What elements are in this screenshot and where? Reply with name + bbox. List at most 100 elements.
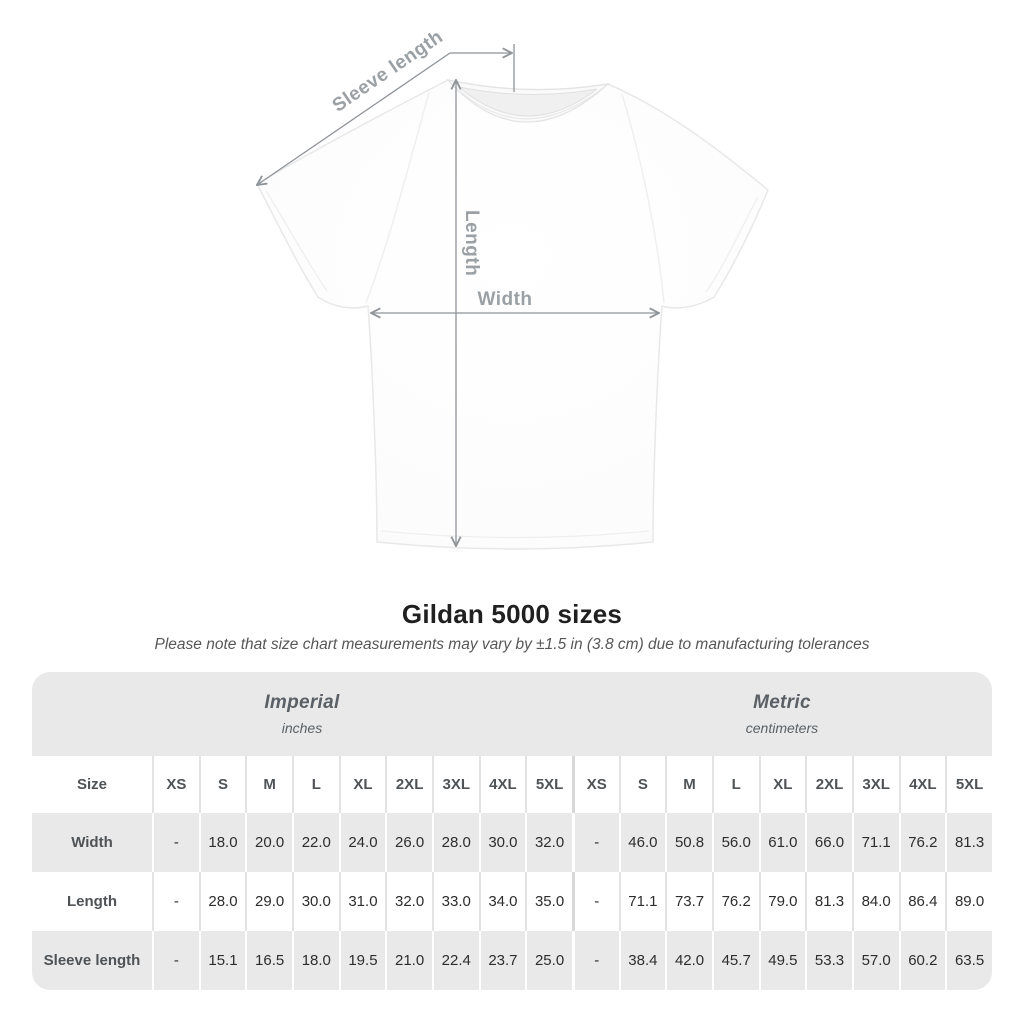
size-header-cell: XS xyxy=(152,756,199,813)
unit-group-label: Imperial xyxy=(264,692,340,713)
unit-group-unit: inches xyxy=(281,720,323,736)
page-title: Gildan 5000 sizes xyxy=(401,599,623,629)
table-cell: 22.0 xyxy=(291,813,339,872)
table-cell: - xyxy=(571,872,619,931)
size-header-cell: 3XL xyxy=(431,756,479,813)
table-cell: 63.5 xyxy=(945,931,992,990)
table-cell: - xyxy=(571,931,619,990)
table-cell: 16.5 xyxy=(245,931,292,990)
table-cell: 60.2 xyxy=(898,931,946,990)
table-cell: 32.0 xyxy=(525,813,572,872)
table-cell: 61.0 xyxy=(758,813,806,872)
table-cell: - xyxy=(152,872,199,931)
table-cell: 57.0 xyxy=(851,931,899,990)
table-cell: 53.3 xyxy=(805,931,852,990)
table-cell: 30.0 xyxy=(478,813,526,872)
table-cell: 42.0 xyxy=(665,931,712,990)
table-cell: 23.7 xyxy=(478,931,526,990)
size-header-cell: 5XL xyxy=(525,756,572,813)
table-cell: 76.2 xyxy=(898,813,946,872)
unit-group-imperial: Imperial inches xyxy=(32,672,572,756)
table-cell: - xyxy=(571,813,619,872)
table-cell: 50.8 xyxy=(665,813,712,872)
size-header-cell: XS xyxy=(571,756,619,813)
table-cell: 28.0 xyxy=(431,813,479,872)
row-label: Sleeve length xyxy=(32,931,152,990)
size-header-cell: M xyxy=(665,756,712,813)
tshirt-size-diagram: Sleeve length Length Width xyxy=(0,26,769,550)
size-header-cell: L xyxy=(711,756,759,813)
size-header-cell: 4XL xyxy=(478,756,526,813)
size-header-cell: 2XL xyxy=(805,756,852,813)
size-header-cell: XL xyxy=(758,756,806,813)
table-cell: 29.0 xyxy=(245,872,292,931)
table-cell: 18.0 xyxy=(291,931,339,990)
table-cell: 86.4 xyxy=(898,872,946,931)
table-cell: 33.0 xyxy=(431,872,479,931)
size-header-cell: 4XL xyxy=(898,756,946,813)
size-header-cell: S xyxy=(198,756,246,813)
table-cell: 79.0 xyxy=(758,872,806,931)
row-label: Length xyxy=(32,872,152,931)
size-header-cell: 2XL xyxy=(385,756,432,813)
table-cell: 31.0 xyxy=(338,872,386,931)
size-header-cell: 3XL xyxy=(851,756,899,813)
size-table: Imperial inches Metric centimeters Size XS S M L… xyxy=(32,672,992,990)
table-cell: 20.0 xyxy=(245,813,292,872)
page-subtitle: Please note that size chart measurements… xyxy=(154,636,870,653)
tshirt-cuff-stitch-left xyxy=(265,190,328,292)
unit-band-row: Imperial inches Metric centimeters xyxy=(32,672,992,756)
table-cell: 71.1 xyxy=(851,813,899,872)
sleeve-length-arrow xyxy=(257,53,512,185)
table-cell: 26.0 xyxy=(385,813,432,872)
size-header-cell: M xyxy=(245,756,292,813)
table-cell: 22.4 xyxy=(431,931,479,990)
size-header-cell: XL xyxy=(338,756,386,813)
table-cell: 15.1 xyxy=(198,931,246,990)
width-measure: Width xyxy=(371,289,659,313)
size-header-cell: S xyxy=(618,756,666,813)
table-cell: 34.0 xyxy=(478,872,526,931)
table-cell: - xyxy=(152,813,199,872)
unit-group-unit: centimeters xyxy=(745,720,819,736)
size-header-cell: L xyxy=(291,756,339,813)
table-cell: 35.0 xyxy=(525,872,572,931)
table-cell: 89.0 xyxy=(945,872,992,931)
width-label: Width xyxy=(477,289,532,310)
table-cell: 32.0 xyxy=(385,872,432,931)
table-cell: 25.0 xyxy=(525,931,572,990)
table-cell: 46.0 xyxy=(618,813,666,872)
table-cell: 66.0 xyxy=(805,813,852,872)
length-label: Length xyxy=(461,210,482,276)
size-header-row: Size XS S M L XL 2XL 3XL 4XL 5XL XS S M L XL 2XL 3XL 4XL 5… xyxy=(32,756,992,813)
table-cell: 84.0 xyxy=(851,872,899,931)
unit-group-label: Metric xyxy=(753,692,811,713)
tshirt-hem-stitch xyxy=(380,530,650,539)
table-cell: 24.0 xyxy=(338,813,386,872)
table-cell: 18.0 xyxy=(198,813,246,872)
size-col-header: Size xyxy=(32,756,152,813)
table-cell: 45.7 xyxy=(711,931,759,990)
heading-block: Gildan 5000 sizes Please note that size … xyxy=(0,600,1024,654)
table-cell: 19.5 xyxy=(338,931,386,990)
table-cell: 71.1 xyxy=(618,872,666,931)
table-cell: 30.0 xyxy=(291,872,339,931)
table-cell: 81.3 xyxy=(945,813,992,872)
table-cell: 81.3 xyxy=(805,872,852,931)
table-cell: - xyxy=(152,931,199,990)
row-label: Width xyxy=(32,813,152,872)
tshirt-seam-right xyxy=(621,93,665,304)
table-row: Width -18.0 20.0 22.0 24.0 26.0 28.0 30.0 32.0-4… xyxy=(32,813,992,872)
table-cell: 21.0 xyxy=(385,931,432,990)
tshirt-illustration xyxy=(256,79,769,550)
table-cell: 56.0 xyxy=(711,813,759,872)
table-cell: 73.7 xyxy=(665,872,712,931)
size-header-cell: 5XL xyxy=(945,756,992,813)
size-table-grid: Imperial inches Metric centimeters Size XS S M L… xyxy=(32,672,992,990)
table-row: Length -28.0 29.0 30.0 31.0 32.0 33.0 34.0 35.0-… xyxy=(32,872,992,931)
unit-group-metric: Metric centimeters xyxy=(571,672,992,756)
table-cell: 49.5 xyxy=(758,931,806,990)
tshirt-cuff-stitch-right xyxy=(705,196,759,293)
table-cell: 76.2 xyxy=(711,872,759,931)
table-cell: 28.0 xyxy=(198,872,246,931)
